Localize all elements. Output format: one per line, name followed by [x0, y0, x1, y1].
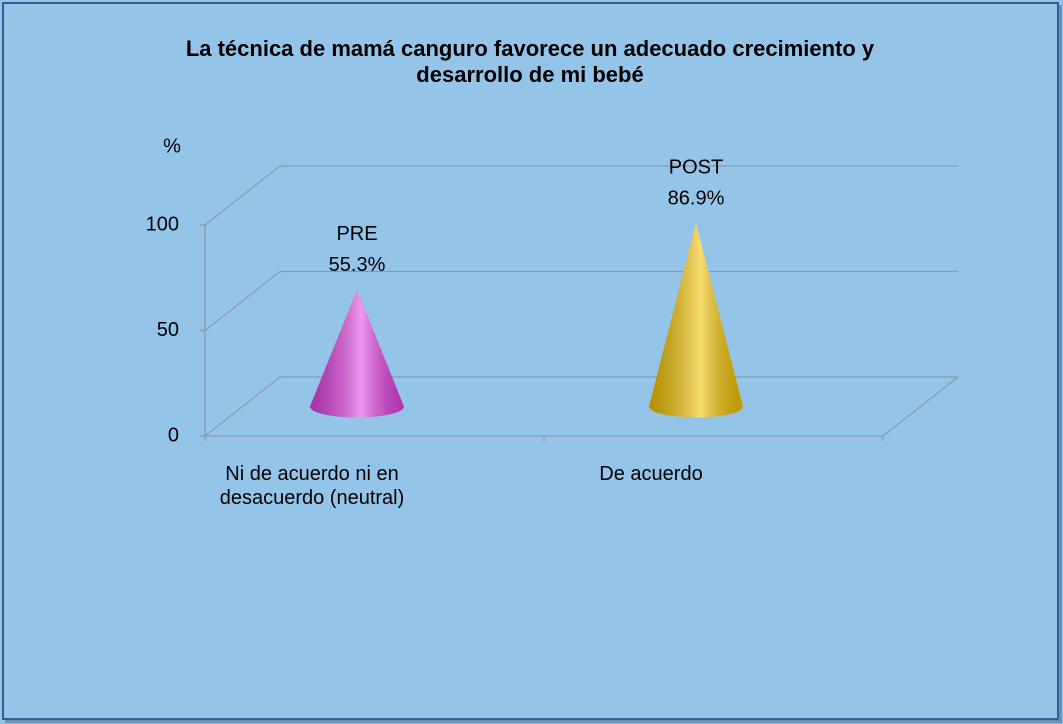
series-label: POST [669, 156, 723, 178]
grid-line [204, 376, 281, 437]
series-label: PRE [336, 223, 377, 245]
y-tick-label: 0 [168, 424, 179, 446]
x-tick-label: Ni de acuerdo ni en desacuerdo (neutral) [219, 463, 405, 509]
y-tick-label: 100 [146, 213, 179, 235]
grid-line [204, 165, 281, 226]
chart-title: La técnica de mamá canguro favorece un a… [185, 36, 875, 87]
y-tick-label: 50 [157, 319, 179, 341]
y-axis-label: % [163, 135, 181, 157]
data-label: 55.3% [329, 254, 386, 276]
x-tick-label: De acuerdo [599, 463, 703, 485]
cone-shine [310, 289, 404, 418]
cone-shine [649, 223, 743, 418]
data-label: 86.9% [668, 187, 725, 209]
grid-line [204, 270, 281, 332]
floor-edge [882, 376, 959, 437]
